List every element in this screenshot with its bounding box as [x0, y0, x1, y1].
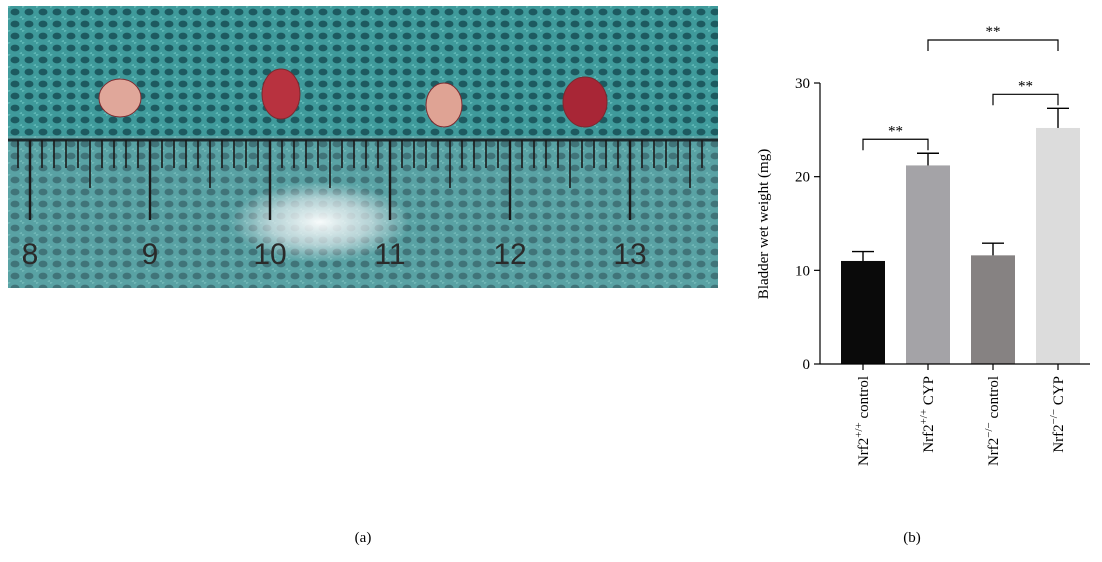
- ruler-number-11: 11: [374, 238, 405, 271]
- ruler-number-9: 9: [142, 238, 159, 271]
- y-tick-label: 30: [795, 76, 810, 92]
- bar: [841, 260, 885, 364]
- ruler-number-12: 12: [493, 238, 526, 271]
- significance-bracket: [992, 93, 1059, 106]
- x-category-label: Nrf2+/+ control: [853, 376, 872, 466]
- bladder-sample-2: [261, 68, 301, 120]
- significance-bracket: [862, 138, 929, 151]
- bar: [906, 165, 950, 364]
- ruler-numbers: 8 9 10 11 12 13: [22, 238, 647, 271]
- bar: [971, 255, 1015, 364]
- ruler-ticks: [17, 140, 703, 220]
- bars-layer: [841, 127, 1080, 365]
- y-tick-label: 10: [795, 263, 810, 279]
- significance-label: **: [1018, 78, 1033, 94]
- bladder-photo-svg: 8 9 10 11 12 13: [8, 6, 718, 288]
- significance-label: **: [888, 123, 903, 139]
- y-axis-label: Bladder wet weight (mg): [756, 149, 772, 299]
- y-tick-label: 20: [795, 170, 810, 186]
- error-bars-layer: [852, 107, 1069, 261]
- bar-chart-svg: ** ** ** 0 10 20 30 Nrf2+/+ control Nrf2+/+ CY…: [756, 24, 1090, 466]
- y-tick-label: 0: [803, 357, 811, 373]
- significance-bracket: [927, 39, 1059, 51]
- x-category-label: Nrf2−/− CYP: [1048, 376, 1067, 453]
- y-ticks: 0 10 20 30: [795, 76, 1059, 373]
- ruler-number-8: 8: [22, 238, 39, 271]
- bladder-sample-1: [98, 78, 142, 118]
- bladder-sample-4: [562, 76, 608, 128]
- x-category-labels: Nrf2+/+ control Nrf2+/+ CYP Nrf2−/− contro…: [853, 376, 1067, 466]
- bar: [1036, 127, 1080, 365]
- significance-label: **: [986, 24, 1001, 40]
- significance-layer: ** ** **: [862, 24, 1059, 151]
- x-category-label: Nrf2−/− control: [983, 376, 1002, 466]
- panel-label-a: (a): [354, 530, 372, 546]
- light-glare: [230, 182, 410, 262]
- panel-label-b: (b): [903, 530, 921, 546]
- bladder-photo: 8 9 10 11 12 13: [8, 6, 718, 288]
- bladder-sample-3: [425, 82, 463, 128]
- ruler-number-10: 10: [253, 238, 286, 271]
- bar-chart: ** ** ** 0 10 20 30 Nrf2+/+ control Nrf2+/+ CY…: [740, 0, 1102, 562]
- x-category-label: Nrf2+/+ CYP: [918, 376, 937, 453]
- ruler-number-13: 13: [613, 238, 646, 271]
